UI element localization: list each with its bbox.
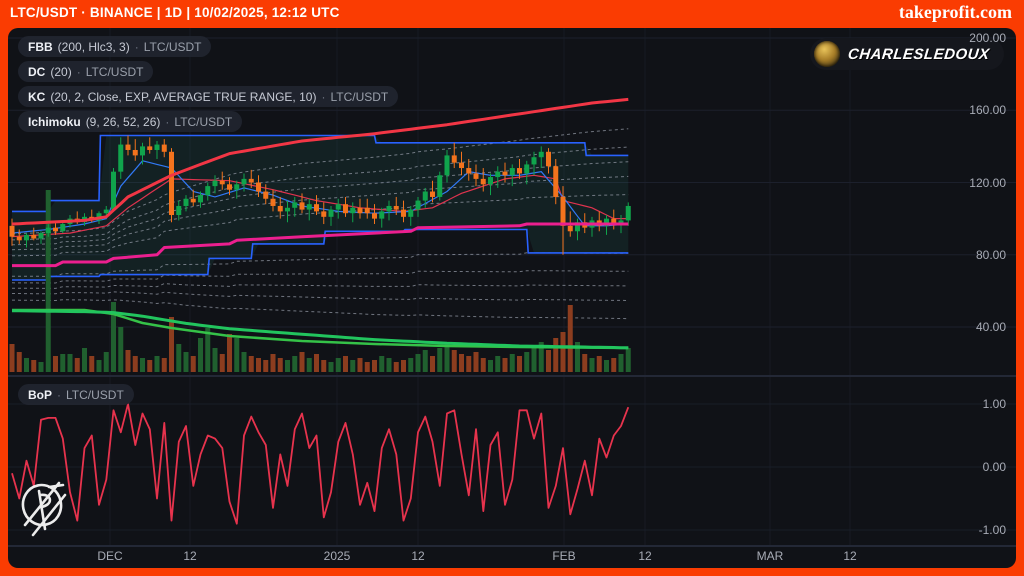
user-badge[interactable]: CHARLESLEDOUX: [810, 38, 1004, 70]
dc-fill: [12, 135, 629, 281]
indicator-params: (9, 26, 52, 26): [85, 114, 161, 129]
bop-grid: [8, 377, 1016, 545]
price-tick: 120.00: [969, 175, 1006, 190]
chart-panel: FBB (200, Hlc3, 3) · LTC/USDT DC (20) · …: [8, 28, 1016, 568]
fbb-upper-line: [11, 97, 629, 226]
username: CHARLESLEDOUX: [847, 45, 991, 63]
time-tick: 2025: [323, 549, 351, 563]
volume-bars: [9, 190, 631, 372]
time-tick: 12: [411, 549, 425, 563]
bop-tick: -1.00: [978, 523, 1006, 537]
time-tick: MAR: [756, 549, 784, 563]
main-grid: [8, 28, 1016, 375]
indicator-name: FBB: [28, 39, 53, 54]
takeprofit-watermark-icon: [21, 481, 67, 537]
time-tick: 12: [843, 549, 857, 563]
separator-dot: ·: [134, 39, 139, 54]
time-tick: FEB: [552, 549, 576, 563]
bop-tick: 0.00: [982, 460, 1006, 474]
indicator-symbol: LTC/USDT: [85, 64, 144, 79]
legend-fbb[interactable]: FBB (200, Hlc3, 3) · LTC/USDT: [18, 36, 212, 57]
indicator-symbol: LTC/USDT: [330, 89, 389, 104]
brand-logo[interactable]: takeprofit.com: [898, 2, 1012, 22]
separator-dot: ·: [57, 387, 61, 402]
ichimoku-base-line: [11, 174, 629, 238]
fbb-basis-line: [12, 222, 629, 268]
price-tick: 80.00: [975, 247, 1006, 262]
pane-divider-bottom[interactable]: [8, 545, 1016, 547]
time-tick: DEC: [97, 549, 123, 563]
legend-bop[interactable]: BoP · LTC/USDT: [18, 384, 134, 405]
legend-kc[interactable]: KC (20, 2, Close, EXP, AVERAGE TRUE RANG…: [18, 86, 399, 107]
indicator-name: DC: [28, 64, 46, 79]
indicator-params: (200, Hlc3, 3): [57, 39, 130, 54]
avatar: [814, 41, 841, 67]
bop-chart[interactable]: [8, 377, 1016, 545]
pane-divider[interactable]: [8, 375, 1016, 377]
indicator-name: KC: [28, 89, 46, 104]
price-tick: 160.00: [969, 103, 1006, 118]
indicator-params: (20): [50, 64, 72, 79]
separator-dot: ·: [76, 64, 81, 79]
indicator-symbol: LTC/USDT: [174, 114, 233, 129]
bop-line: [11, 403, 630, 525]
time-tick: 12: [183, 549, 197, 563]
legend-dc[interactable]: DC (20) · LTC/USDT: [18, 61, 154, 82]
separator-dot: ·: [321, 89, 326, 104]
chart-title: LTC/USDT · BINANCE | 1D | 10/02/2025, 12…: [10, 5, 340, 20]
indicator-name: Ichimoku: [28, 114, 81, 129]
volume-ma-line: [12, 308, 629, 350]
indicator-symbol: LTC/USDT: [143, 39, 202, 54]
header-bar: LTC/USDT · BINANCE | 1D | 10/02/2025, 12…: [0, 0, 1024, 28]
price-tick: 200.00: [969, 31, 1006, 45]
price-tick: 40.00: [975, 320, 1006, 334]
bop-tick: 1.00: [982, 397, 1006, 411]
time-tick: 12: [638, 549, 652, 563]
fbb-lower-line: [11, 309, 629, 350]
indicator-name: BoP: [28, 387, 52, 402]
separator-dot: ·: [165, 114, 170, 129]
legend-ichimoku[interactable]: Ichimoku (9, 26, 52, 26) · LTC/USDT: [18, 111, 243, 132]
main-chart[interactable]: [8, 28, 1016, 375]
indicator-symbol: LTC/USDT: [66, 387, 124, 402]
fbb-fib-lines: [11, 128, 629, 320]
indicator-params: (20, 2, Close, EXP, AVERAGE TRUE RANGE, …: [50, 89, 317, 104]
dc-lower-line: [12, 228, 629, 281]
